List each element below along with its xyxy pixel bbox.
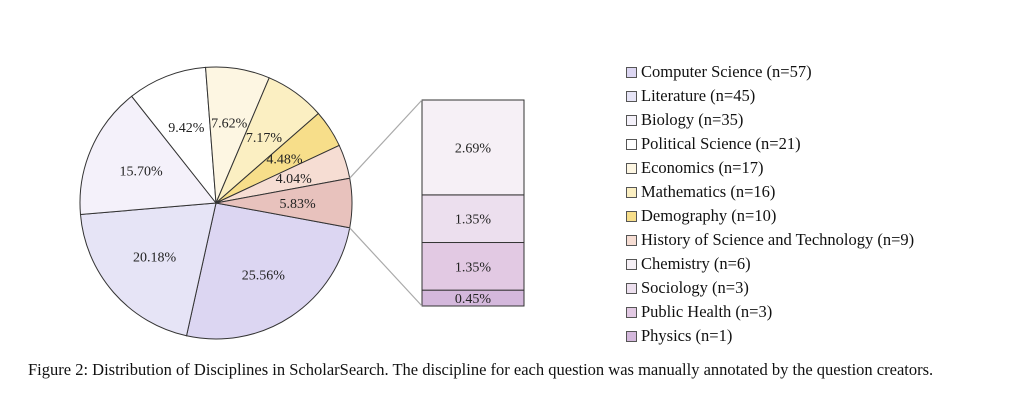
legend-swatch (626, 282, 637, 294)
breakout-bar-segment (421, 242, 525, 291)
breakout-bar-label: 0.45% (455, 292, 492, 307)
connector-line-bottom (349, 227, 423, 307)
breakout-bar-segment (421, 99, 525, 196)
breakout-bar-label: 1.35% (455, 213, 492, 228)
legend-swatch (626, 258, 637, 270)
pie-slice-label: 5.83% (280, 197, 317, 212)
pie-slice (185, 202, 351, 340)
legend-swatch (626, 162, 637, 174)
legend-item: Economics (n=17) (626, 156, 914, 180)
pie-slice-label: 7.17% (246, 131, 283, 146)
legend-swatch (626, 66, 637, 78)
pie-slice-label: 15.70% (120, 165, 164, 180)
figure-caption: Figure 2: Distribution of Disciplines in… (28, 360, 934, 379)
pie-slice (215, 177, 353, 229)
legend-label: Mathematics (n=16) (641, 182, 776, 201)
legend-label: Sociology (n=3) (641, 278, 749, 297)
legend-swatch (626, 138, 637, 150)
legend-label: Chemistry (n=6) (641, 254, 751, 273)
legend-item: History of Science and Technology (n=9) (626, 228, 914, 252)
chart-legend: Computer Science (n=57) Literature (n=45)… (626, 60, 914, 348)
legend-item: Physics (n=1) (626, 324, 914, 348)
legend-item: Public Health (n=3) (626, 300, 914, 324)
pie-slice-label: 20.18% (133, 251, 177, 266)
pie-slice (79, 202, 217, 337)
legend-label: Political Science (n=21) (641, 134, 801, 153)
pie-slice-label: 25.56% (242, 269, 286, 284)
legend-item: Sociology (n=3) (626, 276, 914, 300)
pie-slice-label: 7.62% (211, 117, 248, 132)
legend-swatch (626, 90, 637, 102)
legend-label: History of Science and Technology (n=9) (641, 230, 915, 249)
legend-label: Demography (n=10) (641, 206, 777, 225)
legend-item: Chemistry (n=6) (626, 252, 914, 276)
legend-item: Literature (n=45) (626, 84, 914, 108)
legend-swatch (626, 210, 637, 222)
connector-line-top (349, 99, 423, 179)
pie-slice (79, 95, 217, 216)
legend-swatch (626, 330, 637, 342)
legend-label: Economics (n=17) (641, 158, 764, 177)
legend-item: Mathematics (n=16) (626, 180, 914, 204)
legend-item: Computer Science (n=57) (626, 60, 914, 84)
legend-item: Political Science (n=21) (626, 132, 914, 156)
legend-swatch (626, 234, 637, 246)
pie-slice-label: 4.04% (276, 172, 313, 187)
legend-swatch (626, 306, 637, 318)
legend-item: Demography (n=10) (626, 204, 914, 228)
legend-swatch (626, 186, 637, 198)
legend-swatch (626, 114, 637, 126)
legend-label: Public Health (n=3) (641, 302, 773, 321)
legend-label: Biology (n=35) (641, 110, 744, 129)
pie-slice-label: 4.48% (266, 152, 303, 167)
breakout-bar-label: 2.69% (455, 141, 492, 156)
breakout-bar-label: 1.35% (455, 260, 492, 275)
legend-label: Physics (n=1) (641, 326, 733, 345)
pie-slice (130, 66, 217, 205)
breakout-bar-segment (421, 194, 525, 244)
pie-slice-label: 9.42% (168, 121, 205, 136)
legend-item: Biology (n=35) (626, 108, 914, 132)
legend-label: Computer Science (n=57) (641, 62, 812, 81)
legend-label: Literature (n=45) (641, 86, 756, 105)
